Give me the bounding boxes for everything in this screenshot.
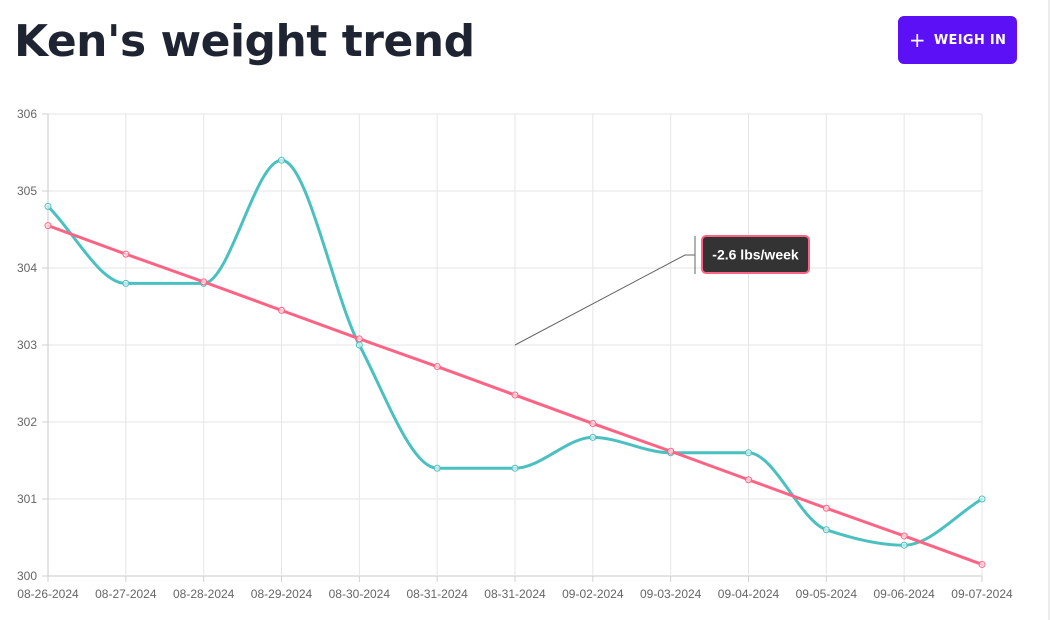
series-line-0 <box>46 158 984 547</box>
chart-series <box>44 156 986 568</box>
series-point-1 <box>511 391 519 399</box>
series-point-1 <box>44 222 52 230</box>
x-tick-label: 09-05-2024 <box>796 587 858 601</box>
chart-grid <box>42 113 983 582</box>
x-tick-label: 09-02-2024 <box>562 587 624 601</box>
annotation-box <box>701 235 810 274</box>
y-tick-label: 304 <box>17 261 37 275</box>
series-point-1 <box>900 532 908 540</box>
series-point-1 <box>122 250 130 258</box>
x-tick-label: 08-31-2024 <box>484 587 546 601</box>
y-tick-label: 302 <box>17 415 37 429</box>
series-point-1 <box>978 560 986 568</box>
x-tick-label: 09-07-2024 <box>951 587 1013 601</box>
annotation-leader-line <box>514 254 695 346</box>
scrollbar-edge <box>1048 0 1050 620</box>
series-point-1 <box>278 306 285 314</box>
series-point-0 <box>978 495 986 503</box>
x-tick-label: 08-31-2024 <box>406 587 468 601</box>
x-tick-label: 09-03-2024 <box>640 587 702 601</box>
series-point-1 <box>745 476 752 484</box>
x-tick-label: 08-29-2024 <box>251 587 313 601</box>
series-point-0 <box>44 202 52 210</box>
y-tick-label: 306 <box>17 107 37 121</box>
x-tick-label: 09-04-2024 <box>718 587 780 601</box>
series-point-0 <box>278 156 285 164</box>
x-tick-label: 08-30-2024 <box>329 587 391 601</box>
y-tick-label: 301 <box>17 492 37 506</box>
series-point-0 <box>589 433 597 441</box>
page-title: Ken's weight trend <box>14 16 475 67</box>
y-tick-label: 303 <box>17 338 37 352</box>
series-point-0 <box>122 279 130 287</box>
series-point-1 <box>355 335 363 343</box>
chart-axes: 300 301 302 303 304 305 306 08-26-2024 08-27-202… <box>17 107 1013 601</box>
series-point-0 <box>745 449 752 457</box>
annotation-label: -2.6 lbs/week <box>712 247 799 263</box>
x-tick-label: 08-28-2024 <box>173 587 235 601</box>
series-point-0 <box>355 341 363 349</box>
series-point-1 <box>433 363 441 371</box>
x-tick-label: 08-26-2024 <box>17 587 79 601</box>
weigh-in-label: WEIGH IN <box>933 32 1007 48</box>
weigh-in-button[interactable]: + WEIGH IN <box>898 16 1017 64</box>
x-tick-label: 08-27-2024 <box>95 587 157 601</box>
series-point-1 <box>822 504 830 512</box>
plus-icon: + <box>908 28 926 52</box>
series-point-1 <box>667 447 675 455</box>
chart-annotation: -2.6 lbs/week <box>514 235 810 346</box>
series-point-0 <box>822 526 830 534</box>
series-point-0 <box>900 541 908 549</box>
x-tick-label: 09-06-2024 <box>873 587 935 601</box>
series-point-1 <box>589 420 597 428</box>
series-point-0 <box>433 464 441 472</box>
y-tick-label: 300 <box>17 569 37 583</box>
series-point-0 <box>511 464 519 472</box>
y-tick-label: 305 <box>17 184 37 198</box>
series-point-1 <box>200 278 208 286</box>
